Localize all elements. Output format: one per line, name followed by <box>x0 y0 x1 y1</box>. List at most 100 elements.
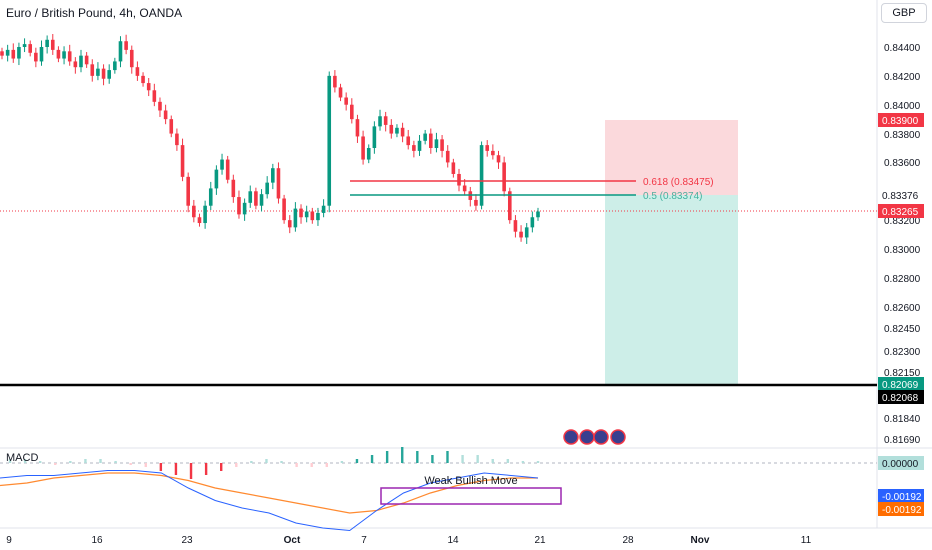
candle-body <box>79 55 83 68</box>
stop-loss-zone[interactable] <box>605 120 738 195</box>
candle-body <box>11 49 16 59</box>
candle-body <box>56 49 61 59</box>
event-icon[interactable] <box>579 429 595 445</box>
time-axis-label: 16 <box>91 535 103 546</box>
macd-line <box>0 470 539 532</box>
candle-body <box>135 67 140 76</box>
price-label-text: 0.82069 <box>882 380 919 391</box>
macd-histogram-bar <box>220 463 223 471</box>
price-tick-label: 0.84200 <box>884 72 921 83</box>
macd-histogram-bar <box>506 459 510 463</box>
annotation-box[interactable] <box>380 487 562 505</box>
candle-body <box>389 124 394 134</box>
time-axis-label: 11 <box>801 535 812 546</box>
candle-body <box>271 168 275 183</box>
take-profit-zone[interactable] <box>605 195 738 384</box>
candle-body <box>530 217 535 228</box>
candle-body <box>62 51 66 59</box>
price-tick-label: 0.81690 <box>884 435 921 446</box>
macd-label-text: -0.00192 <box>882 492 922 503</box>
price-label-bg <box>878 113 924 127</box>
candle-body <box>451 162 456 174</box>
time-axis-label: 7 <box>361 535 367 546</box>
currency-button[interactable]: GBP <box>881 3 927 23</box>
price-tick-label: 0.82450 <box>884 324 921 335</box>
price-axis-labels: 0.83900 0.83376 0.83265 0.82069 0.82068 <box>878 113 924 404</box>
price-tick-label: 0.83000 <box>884 245 921 256</box>
candle-body <box>90 64 95 76</box>
candle-body <box>225 159 230 180</box>
candle-body <box>395 127 399 134</box>
macd-histogram-bar <box>129 463 132 465</box>
candle-body <box>338 87 343 98</box>
price-label-bg <box>878 377 924 391</box>
candle-body <box>254 191 258 206</box>
macd-label-text: -0.00192 <box>882 505 922 516</box>
candle-body <box>479 145 484 206</box>
candle-body <box>282 198 286 221</box>
candle-body <box>34 52 38 62</box>
event-icon[interactable] <box>593 429 609 445</box>
macd-axis-labels: 0.00000 -0.00192 -0.00192 <box>878 456 924 516</box>
candle-body <box>496 155 501 163</box>
candle-body <box>327 75 332 206</box>
event-icon[interactable] <box>563 429 579 445</box>
candle-body <box>180 145 185 177</box>
time-axis-label: 9 <box>6 535 12 546</box>
candle-body <box>344 97 348 105</box>
candle-body <box>287 220 292 228</box>
candle-body <box>84 55 89 65</box>
candle-body <box>141 75 145 84</box>
candle-body <box>434 139 439 148</box>
symbol-title: Euro / British Pound, 4h, OANDA <box>6 6 183 20</box>
candle-body <box>400 127 405 137</box>
macd-histogram <box>8 447 540 479</box>
candle-body <box>417 140 422 151</box>
candle-body <box>242 202 247 215</box>
macd-histogram-bar <box>23 459 27 463</box>
candle-body <box>203 205 207 224</box>
candle-body <box>124 41 128 50</box>
macd-histogram-bar <box>536 461 540 463</box>
candle-body <box>423 133 427 141</box>
candle-body <box>265 182 269 195</box>
candle-body <box>474 199 478 206</box>
candle-body <box>101 68 106 79</box>
candle-body <box>28 44 33 53</box>
macd-histogram-bar <box>295 463 298 467</box>
macd-histogram-bar <box>491 459 494 463</box>
candle-body <box>107 70 111 79</box>
time-axis-label: 23 <box>181 535 193 546</box>
macd-label-bg <box>878 456 924 470</box>
price-tick-label: 0.81840 <box>884 414 921 425</box>
candle-body <box>146 83 151 91</box>
macd-histogram-bar <box>265 459 268 463</box>
macd-histogram-bar <box>280 461 283 463</box>
candle-body <box>429 133 433 148</box>
price-tick-label: 0.82800 <box>884 274 921 285</box>
macd-histogram-bar <box>250 461 253 463</box>
price-label-text: 0.83376 <box>882 191 919 202</box>
candle-body <box>208 188 213 206</box>
candle-body <box>316 212 320 221</box>
price-axis: 0.844000.842000.840000.838000.836000.834… <box>884 43 921 446</box>
candle-body <box>350 104 354 120</box>
candle-body <box>507 191 512 221</box>
candle-body <box>5 49 10 56</box>
macd-histogram-bar <box>325 463 328 467</box>
candle-body <box>502 162 506 192</box>
macd-label-bg <box>878 502 924 516</box>
candle-body <box>169 119 174 134</box>
macd-histogram-bar <box>401 447 404 463</box>
candle-body <box>67 51 72 62</box>
candle-body <box>445 150 450 163</box>
price-label-text: 0.83265 <box>882 207 919 218</box>
event-icons[interactable] <box>563 429 626 445</box>
event-icon[interactable] <box>610 429 626 445</box>
candle-body <box>513 220 518 232</box>
macd-histogram-bar <box>431 455 434 463</box>
candle-body <box>412 145 416 151</box>
macd-histogram-bar <box>174 463 178 475</box>
